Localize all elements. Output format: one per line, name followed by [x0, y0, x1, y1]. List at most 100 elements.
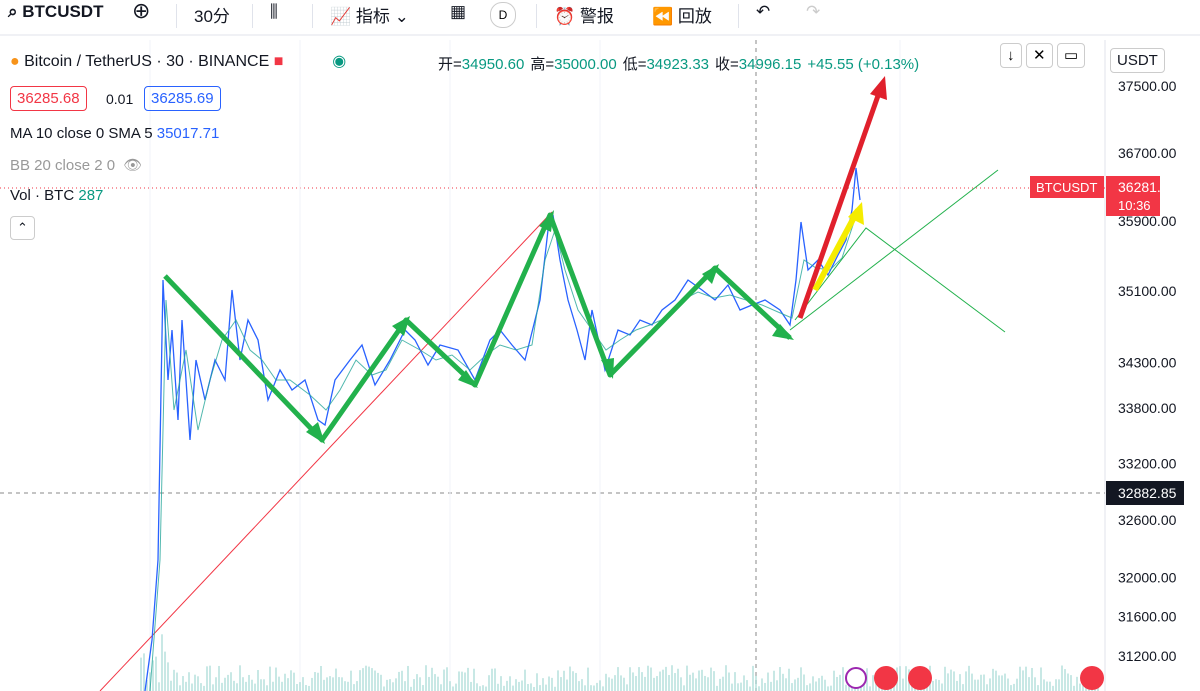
volume-bar	[767, 672, 769, 691]
volume-bar	[440, 684, 442, 691]
volume-bar	[680, 677, 682, 691]
price-label: 33200.00	[1118, 455, 1177, 471]
interval[interactable]: 30分	[194, 7, 230, 26]
volume-bar	[608, 677, 610, 691]
volume-bar	[668, 675, 670, 691]
replay-label: 回放	[677, 7, 712, 26]
volume-bar	[305, 685, 307, 691]
down-btn[interactable]: ↓	[1000, 43, 1022, 68]
volume-bar	[503, 685, 505, 691]
volume-bar	[578, 681, 580, 691]
legend-title: ● Bitcoin / TetherUS · 30 · BINANCE ■ ◉	[10, 53, 347, 70]
volume-bar	[344, 681, 346, 691]
volume-bar	[437, 676, 439, 691]
volume-bar	[1034, 677, 1036, 691]
volume-bar	[722, 676, 724, 691]
volume-bar	[782, 673, 784, 691]
volume-bar	[293, 672, 295, 691]
volume-bar	[512, 685, 514, 691]
bid[interactable]: 36285.68	[10, 86, 87, 111]
collapse-btn[interactable]: ✕	[1025, 43, 1053, 68]
volume-bar	[617, 667, 619, 691]
alert-btn[interactable]: ⏰ 警报	[554, 7, 614, 26]
volume-bar	[785, 678, 787, 691]
volume-bar	[716, 685, 718, 691]
replay-btn[interactable]: ⏪ 回放	[652, 7, 712, 26]
ask[interactable]: 36285.69	[144, 86, 221, 111]
volume-bar	[536, 673, 538, 691]
fullscreen-btn[interactable]: ▭	[1056, 43, 1086, 68]
symbol: BTCUSDT	[22, 2, 104, 21]
volume-bar	[662, 669, 664, 691]
volume-bar	[473, 668, 475, 691]
name: Vol · BTC	[10, 187, 75, 204]
volume-bar	[281, 681, 283, 691]
volume-bar	[263, 679, 265, 691]
volume-bar	[173, 669, 175, 691]
volume-bar	[701, 669, 703, 691]
volume-bar	[365, 665, 367, 691]
volume-bar	[551, 677, 553, 691]
volume-bar	[308, 685, 310, 691]
volume-bar	[1073, 685, 1075, 691]
add-symbol[interactable]: ⊕	[132, 0, 151, 23]
volume-bar	[809, 683, 811, 691]
volume-bar	[731, 683, 733, 691]
volume-bar	[677, 668, 679, 691]
volume-bar	[944, 666, 946, 691]
volume-bar	[962, 684, 964, 691]
channel-line	[789, 169, 999, 331]
layouts[interactable]: ▦	[450, 2, 467, 21]
volume-bar	[326, 677, 328, 691]
symbol-search[interactable]: ⌕ BTCUSDT	[8, 2, 104, 21]
volume-bar	[659, 671, 661, 691]
volume-bar	[821, 675, 823, 691]
volume-bar	[938, 679, 940, 691]
volume-bar	[452, 686, 454, 691]
volume-bar	[605, 673, 607, 691]
volume-bar	[161, 634, 163, 691]
volume-bar	[602, 686, 604, 691]
symbol-tag-bg	[1030, 176, 1104, 198]
volume-bar	[419, 677, 421, 691]
volume-bar	[224, 677, 226, 691]
volume-bar	[236, 683, 238, 691]
volume-bar	[464, 672, 466, 691]
volume-bar	[899, 666, 901, 691]
last-price: 36281.11	[1118, 179, 1176, 195]
volume-bar	[623, 677, 625, 691]
redo[interactable]: ↷	[806, 2, 821, 21]
price-line	[144, 167, 861, 691]
volume-bar	[401, 670, 403, 691]
price-label: 31200.00	[1118, 648, 1177, 664]
name: BB 20 close 2 0	[10, 157, 116, 174]
volume-bar	[629, 667, 631, 691]
volume-bar	[230, 672, 232, 691]
volume-bar	[209, 665, 211, 691]
volume-bar	[956, 680, 958, 691]
ohlc: 开=34950.60 高=35000.00 低=34923.33 收=34996.15…	[438, 53, 919, 74]
ohlc-value: 34950.60	[461, 56, 525, 73]
currency[interactable]: USDT	[1110, 48, 1165, 73]
volume-bar	[989, 678, 991, 691]
bottom-icons	[845, 666, 1104, 690]
volume-bar	[320, 665, 322, 691]
volume-bar	[434, 674, 436, 691]
undo[interactable]: ↶	[756, 2, 771, 21]
volume-bar	[266, 685, 268, 691]
volume-bar	[413, 679, 415, 691]
volume-bar	[140, 657, 142, 691]
chart-type[interactable]: ⫼	[270, 2, 278, 21]
volume-bar	[656, 676, 658, 691]
volume-bar	[152, 660, 154, 691]
collapse-legend[interactable]: ⌃	[10, 216, 35, 240]
volume-bar	[554, 686, 556, 691]
volume-bar	[521, 680, 523, 691]
volume-bar	[317, 672, 319, 691]
volume-bar	[377, 672, 379, 691]
volume-bar	[251, 679, 253, 691]
timeframe-badge[interactable]: D	[490, 2, 516, 28]
volume-bar	[686, 665, 688, 691]
volume-bar	[869, 686, 871, 691]
indicators-btn[interactable]: 📈 指标 ⌄	[330, 7, 409, 26]
